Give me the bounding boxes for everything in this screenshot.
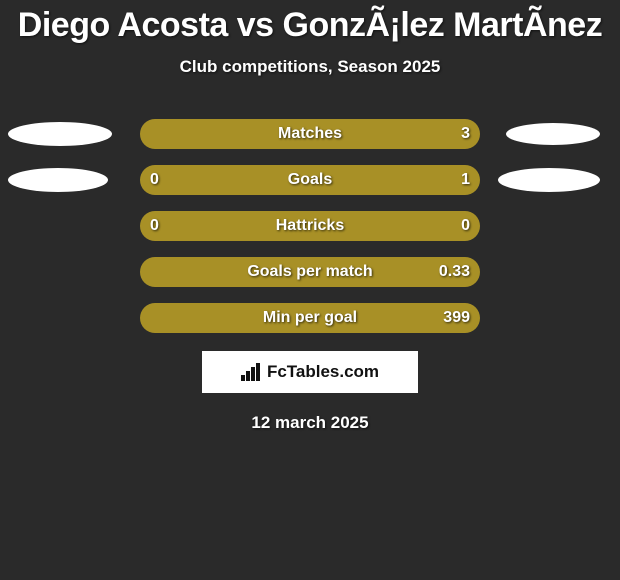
stat-value-right: 0.33 <box>439 257 470 287</box>
player-left-ellipse <box>8 122 112 146</box>
page-title: Diego Acosta vs GonzÃ¡lez MartÃ­nez <box>0 0 620 45</box>
stat-bar: Hattricks0 0 <box>140 211 480 241</box>
subtitle: Club competitions, Season 2025 <box>0 57 620 77</box>
stat-label: Goals <box>140 165 480 195</box>
date-label: 12 march 2025 <box>0 413 620 433</box>
player-right-ellipse <box>498 168 600 192</box>
stat-rows: Matches3Goals01Hattricks00Goals per matc… <box>0 119 620 333</box>
stat-row: Hattricks0 0 <box>0 211 620 241</box>
stat-value-left: 0 <box>150 211 159 241</box>
stat-value-right: 0 <box>461 211 470 241</box>
stat-label: Matches <box>140 119 480 149</box>
stat-value-left: 0 <box>150 165 159 195</box>
brand-text: FcTables.com <box>267 362 379 382</box>
player-left-ellipse <box>8 168 108 192</box>
comparison-infographic: Diego Acosta vs GonzÃ¡lez MartÃ­nez Club… <box>0 0 620 580</box>
stat-bar: Min per goal399 <box>140 303 480 333</box>
player-right-ellipse <box>506 123 600 145</box>
stat-label: Goals per match <box>140 257 480 287</box>
bar-chart-icon <box>241 363 263 381</box>
stat-label: Min per goal <box>140 303 480 333</box>
stat-bar: Goals per match0.33 <box>140 257 480 287</box>
stat-value-right: 399 <box>443 303 470 333</box>
stat-row: Goals0 1 <box>0 165 620 195</box>
stat-value-right: 1 <box>461 165 470 195</box>
stat-row: Matches3 <box>0 119 620 149</box>
stat-row: Min per goal399 <box>0 303 620 333</box>
stat-value-right: 3 <box>461 119 470 149</box>
brand-box: FcTables.com <box>202 351 418 393</box>
stat-bar: Goals0 1 <box>140 165 480 195</box>
stat-label: Hattricks <box>140 211 480 241</box>
stat-bar: Matches3 <box>140 119 480 149</box>
stat-row: Goals per match0.33 <box>0 257 620 287</box>
